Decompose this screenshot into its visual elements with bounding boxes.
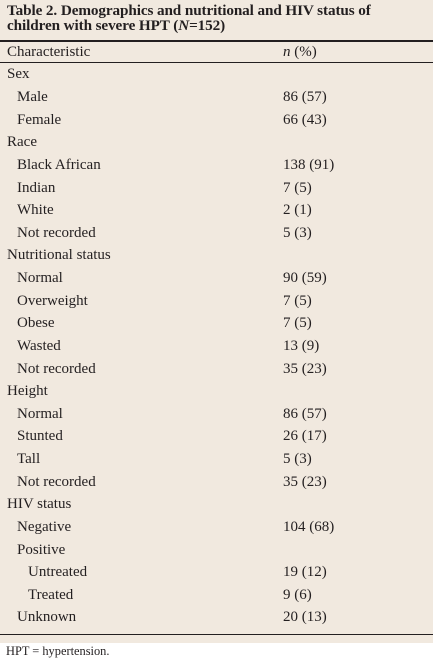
row-value: 5 (3)	[283, 451, 312, 467]
row-value: 5 (3)	[283, 225, 312, 241]
category-label: Height	[7, 383, 48, 399]
table-row: Wasted 13 (9)	[0, 335, 433, 357]
category-label: HIV status	[7, 496, 72, 512]
column-header-n-percent: n (%)	[283, 44, 317, 60]
row-label: Black African	[17, 157, 101, 173]
row-label: Male	[17, 89, 48, 105]
category-label: Sex	[7, 66, 30, 82]
row-label: Wasted	[17, 338, 61, 354]
row-label: Normal	[17, 406, 63, 422]
table-row: HIV status	[0, 493, 433, 515]
table-caption: Table 2. Demographics and nutritional an…	[7, 2, 371, 34]
row-value: 7 (5)	[283, 180, 312, 196]
row-label: Untreated	[28, 564, 88, 580]
row-value: 86 (57)	[283, 406, 327, 422]
table-bottom-rule	[0, 634, 433, 635]
row-label: White	[17, 202, 54, 218]
row-value: 138 (91)	[283, 157, 335, 173]
column-header-characteristic: Characteristic	[7, 44, 91, 60]
table-row: Not recorded 35 (23)	[0, 358, 433, 380]
row-label: Indian	[17, 180, 56, 196]
table-top-rule	[0, 40, 433, 42]
table-row: Not recorded 35 (23)	[0, 471, 433, 493]
row-label: Not recorded	[17, 225, 96, 241]
row-value: 90 (59)	[283, 270, 327, 286]
table-row: White 2 (1)	[0, 199, 433, 221]
row-value: 26 (17)	[283, 428, 327, 444]
row-value: 35 (23)	[283, 361, 327, 377]
table-row: Race	[0, 131, 433, 153]
table-footnote: HPT = hypertension.	[6, 644, 110, 658]
table-row: Male 86 (57)	[0, 86, 433, 108]
row-label: Positive	[17, 542, 66, 558]
table-row: Normal 90 (59)	[0, 267, 433, 289]
table-row: Positive	[0, 539, 433, 561]
table-row: Treated 9 (6)	[0, 584, 433, 606]
table-row: Stunted 26 (17)	[0, 425, 433, 447]
row-label: Treated	[28, 587, 74, 603]
table-row: Black African 138 (91)	[0, 154, 433, 176]
row-value: 66 (43)	[283, 112, 327, 128]
row-label: Not recorded	[17, 474, 96, 490]
row-value: 13 (9)	[283, 338, 320, 354]
row-value: 2 (1)	[283, 202, 312, 218]
row-label: Female	[17, 112, 62, 128]
table-header-rule	[0, 62, 433, 63]
row-value: 20 (13)	[283, 609, 327, 625]
table-row: Untreated 19 (12)	[0, 561, 433, 583]
row-label: Overweight	[17, 293, 88, 309]
row-value: 35 (23)	[283, 474, 327, 490]
table-row: Female 66 (43)	[0, 109, 433, 131]
table-row: Tall 5 (3)	[0, 448, 433, 470]
row-label: Negative	[17, 519, 72, 535]
table-row: Unknown 20 (13)	[0, 606, 433, 628]
table-row: Negative 104 (68)	[0, 516, 433, 538]
table-row: Normal 86 (57)	[0, 403, 433, 425]
table-row: Nutritional status	[0, 244, 433, 266]
row-label: Unknown	[17, 609, 77, 625]
row-label: Stunted	[17, 428, 63, 444]
category-label: Nutritional status	[7, 247, 111, 263]
row-label: Obese	[17, 315, 55, 331]
category-label: Race	[7, 134, 37, 150]
table-row: Indian 7 (5)	[0, 177, 433, 199]
table-row: Not recorded 5 (3)	[0, 222, 433, 244]
table-row: Height	[0, 380, 433, 402]
row-value: 86 (57)	[283, 89, 327, 105]
row-label: Tall	[17, 451, 41, 467]
row-value: 104 (68)	[283, 519, 335, 535]
row-label: Not recorded	[17, 361, 96, 377]
table-panel: Table 2. Demographics and nutritional an…	[0, 0, 433, 643]
row-value: 19 (12)	[283, 564, 327, 580]
row-value: 7 (5)	[283, 315, 312, 331]
table-row: Sex	[0, 63, 433, 85]
row-label: Normal	[17, 270, 63, 286]
table-row: Obese 7 (5)	[0, 312, 433, 334]
table-row: Overweight 7 (5)	[0, 290, 433, 312]
row-value: 9 (6)	[283, 587, 312, 603]
row-value: 7 (5)	[283, 293, 312, 309]
